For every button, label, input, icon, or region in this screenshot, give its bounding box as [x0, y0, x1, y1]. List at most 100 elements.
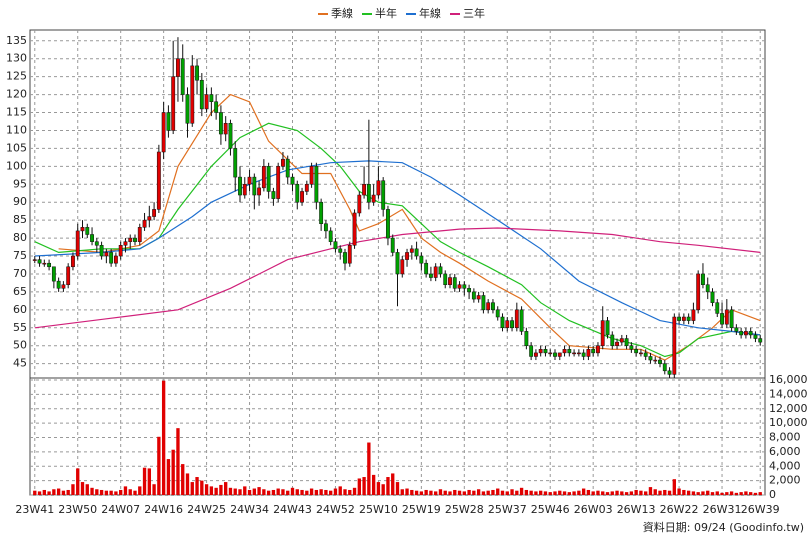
candle-body [347, 245, 352, 264]
candle-body [581, 352, 586, 357]
volume-bar [252, 488, 256, 495]
volume-bar [95, 489, 99, 495]
candle-body [257, 187, 262, 196]
candle-body [195, 65, 199, 81]
candle-body [328, 230, 333, 242]
y-tick-label: 65 [13, 285, 27, 298]
y2-tick-label: 10,000 [769, 416, 808, 429]
candle-body [471, 291, 476, 300]
candle-body [390, 237, 395, 253]
candle-body [658, 359, 662, 364]
volume-bar [395, 482, 400, 495]
x-tick-label: 26W13 [617, 503, 656, 516]
volume-bar [429, 490, 433, 495]
y2-tick-label: 6,000 [769, 445, 801, 458]
y-tick-label: 60 [13, 303, 27, 316]
candle-body [47, 262, 52, 268]
x-tick-label: 25W10 [359, 503, 398, 516]
volume-bar [505, 491, 509, 495]
candle-body [448, 277, 452, 285]
y-tick-label: 90 [13, 195, 27, 208]
candle-body [624, 338, 629, 346]
candle-body [180, 58, 185, 95]
volume-bar [181, 464, 185, 495]
candle-body [543, 349, 548, 354]
candle-body [85, 227, 90, 235]
candle-body [214, 101, 219, 113]
y2-tick-label: 12,000 [769, 402, 808, 415]
candle-body [710, 291, 715, 303]
candle-body [395, 252, 400, 275]
candle-body [281, 158, 285, 167]
candle-body [605, 320, 610, 336]
footnote: 資料日期: 09/24 (Goodinfo.tw) [643, 520, 804, 534]
candle-body [371, 194, 376, 203]
candle-body [557, 352, 562, 357]
volume-bar [300, 489, 304, 495]
volume-bar [629, 491, 634, 495]
volume-bar [586, 489, 591, 495]
volume-bar [381, 484, 385, 495]
y-tick-label: 110 [6, 123, 27, 136]
volume-bar [85, 484, 89, 495]
candle-body [743, 331, 748, 336]
candle-body [424, 262, 429, 275]
x-tick-label: 26W39 [741, 503, 780, 516]
volume-bar [686, 490, 691, 495]
volume-bar [663, 489, 667, 495]
legend-label: 三年 [463, 6, 485, 20]
candle-body [553, 352, 557, 357]
volume-bar [562, 491, 567, 495]
candle-body [433, 266, 438, 278]
volume-bar [56, 488, 61, 495]
candle-body [209, 94, 214, 103]
volume-bar [329, 490, 333, 495]
x-tick-label: 26W03 [574, 503, 613, 516]
candle-body [596, 345, 600, 354]
candle-body [128, 237, 133, 242]
volume-bar [496, 488, 500, 495]
candle-body [118, 245, 123, 257]
volume-bar [128, 489, 132, 495]
volume-bar [620, 491, 624, 495]
volume-bar [224, 482, 228, 495]
y-tick-label: 70 [13, 267, 27, 280]
volume-bar [195, 477, 199, 495]
candle-body [524, 331, 529, 346]
volume-bar [61, 490, 66, 495]
candle-body [304, 184, 309, 192]
volume-bar [371, 474, 376, 495]
volume-bar [348, 489, 352, 495]
volume-bar [324, 489, 328, 495]
candle-body [166, 112, 171, 131]
volume-bar [529, 490, 533, 495]
candle-body [729, 309, 734, 329]
y-tick-label: 125 [6, 70, 27, 83]
x-tick-label: 26W31 [703, 503, 742, 516]
candle-body [486, 302, 491, 311]
candle-body [428, 273, 433, 278]
candle-body [61, 284, 66, 289]
candle-body [362, 184, 367, 196]
volume-bar [147, 468, 151, 495]
volume-bar [271, 489, 276, 495]
volume-bar [243, 486, 247, 495]
volume-bar [238, 489, 242, 495]
candle-body [42, 262, 47, 265]
y2-tick-label: 14,000 [769, 387, 808, 400]
volume-bar [539, 490, 543, 495]
volume-bar [286, 490, 290, 495]
volume-bar [42, 489, 46, 495]
candle-body [90, 234, 94, 242]
volume-bar [333, 488, 338, 495]
volume-bar [138, 486, 142, 495]
candle-body [495, 309, 500, 318]
candle-body [56, 280, 61, 289]
y-tick-label: 75 [13, 249, 27, 262]
candle-body [538, 349, 543, 354]
ma-line [34, 160, 761, 336]
x-tick-label: 25W19 [402, 503, 441, 516]
candle-body [161, 112, 166, 153]
candle-body [514, 309, 519, 329]
volume-bar [214, 487, 218, 495]
